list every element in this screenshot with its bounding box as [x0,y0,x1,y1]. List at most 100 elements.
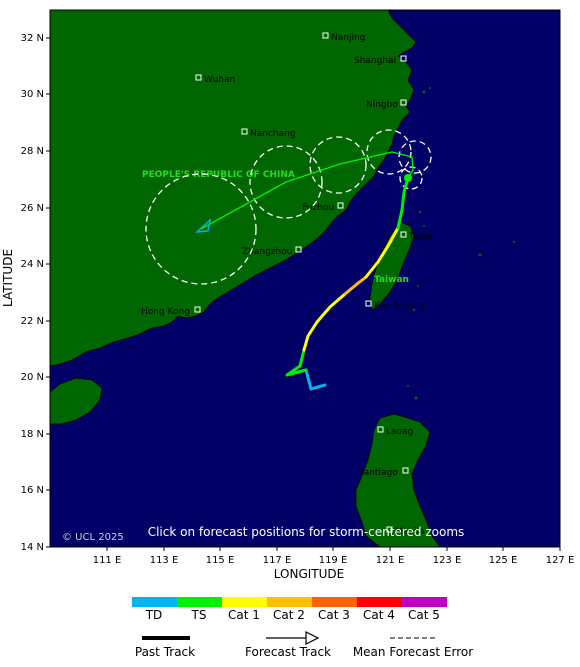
past-track-ts-segment [285,348,308,377]
city-marker [195,74,202,81]
city-label-santiago: Santiago [358,468,398,478]
legend-forecast-track: Forecast Track [245,645,331,659]
city-marker [377,426,384,433]
city-label-taipei: Taipei [408,232,435,242]
city-markers: Nanjing Shanghai Wuhan Ningbo Nanchang F… [141,32,435,537]
x-tick-label: 119 E [319,555,348,566]
city-label-kao-hsiung: Kao-hsiung [374,301,424,311]
small-island [429,87,431,89]
forecast-error-circle [309,136,367,194]
x-tick-label: 111 E [93,555,122,566]
legend-label-cat1: Cat 1 [228,608,260,622]
past-track [285,176,410,391]
forecast-arrow-icon [305,631,320,645]
x-tick-label: 115 E [206,555,235,566]
city-label-zhangzhou: Zhangzhou [242,247,292,257]
y-tick-label: 18 N [21,429,44,440]
y-tick-label: 28 N [21,146,44,157]
country-label-taiwan: Taiwan [374,275,409,285]
forecast-error-circle [249,145,323,219]
city-marker [400,231,407,238]
city-label-fuzhou: Fuzhou [302,203,334,213]
small-island [412,308,416,312]
y-tick-label: 22 N [21,316,44,327]
legend-swatch-cat2 [267,597,312,607]
legend-label-td: TD [145,608,163,622]
country-label-china: PEOPLE'S REPUBLIC OF CHINA [142,170,295,180]
city-label-ningbo: Ningbo [366,100,398,110]
y-tick-label: 32 N [21,33,44,44]
legend-label-cat2: Cat 2 [273,608,305,622]
legend-mean-error: Mean Forecast Error [353,645,473,659]
small-island [422,90,426,94]
legend-label-cat3: Cat 3 [318,608,350,622]
forecast-error-circle [398,140,432,174]
city-label-hong-kong: Hong Kong [141,307,190,317]
legend-label-cat4: Cat 4 [363,608,395,622]
x-axis: 111 E 113 E 115 E 117 E 119 E 121 E 123 … [93,547,575,566]
city-marker [322,32,329,39]
city-marker [194,306,201,313]
forecast-point[interactable] [334,161,342,169]
city-label-laoag: Laoag [386,427,413,437]
past-track-td-segment [304,368,327,391]
city-marker [400,99,407,106]
city-marker [386,526,393,533]
x-tick-label: 117 E [263,555,292,566]
city-label-nanjing: Nanjing [331,33,365,43]
legend-swatch-ts [177,597,222,607]
forecast-error-circle [145,173,257,285]
small-island [407,385,409,387]
past-track-cat1-segment [302,292,347,352]
legend-label-cat5: Cat 5 [408,608,440,622]
x-tick-label: 125 E [489,555,518,566]
map-frame [49,9,561,548]
legend-label-ts: TS [191,608,207,622]
city-marker [400,55,407,62]
city-marker [337,202,344,209]
city-marker [241,128,248,135]
forecast-point[interactable] [385,148,393,156]
past-track-cat2-segment [343,275,368,296]
city-label-shanghai: Shanghai [354,56,396,66]
forecast-error-circle [399,166,423,190]
legend-swatch-cat1 [222,597,267,607]
legend-swatch-cat3 [312,597,357,607]
forecast-end-arrow [195,218,212,233]
y-tick-label: 20 N [21,372,44,383]
intensity-legend: TD TS Cat 1 Cat 2 Cat 3 Cat 4 Cat 5 [132,597,447,622]
small-island [414,396,418,400]
small-island [417,285,419,287]
forecast-track-line [200,151,414,230]
city-label-manila: Manila [395,527,425,537]
city-marker [295,246,302,253]
small-island [478,253,482,257]
y-tick-label: 30 N [21,89,44,100]
forecast-point[interactable] [411,153,419,161]
copyright-label: © UCL 2025 [62,532,124,543]
y-axis: 32 N 30 N 28 N 26 N 24 N 22 N 20 N 18 N … [21,33,50,553]
city-marker [402,467,409,474]
city-label-nanchang: Nanchang [250,129,296,139]
forecast-error-circles [145,129,432,285]
x-tick-label: 127 E [546,555,575,566]
y-tick-label: 26 N [21,203,44,214]
small-island [512,240,516,244]
small-island [418,210,422,214]
track-legend: Past Track Forecast Track Mean Forecast … [135,631,473,659]
y-tick-label: 16 N [21,485,44,496]
forecast-point[interactable] [282,178,290,186]
past-track-ts-segment [396,176,410,230]
x-axis-title: LONGITUDE [274,567,344,581]
forecast-error-circle [366,129,412,175]
x-tick-label: 121 E [376,555,405,566]
y-tick-label: 14 N [21,542,44,553]
small-island [423,225,425,227]
mainland-china-land [50,10,417,367]
click-instruction: Click on forecast positions for storm-ce… [148,525,465,539]
y-axis-title: LATITUDE [1,249,15,307]
legend-swatch-cat4 [357,597,402,607]
city-marker [365,300,372,307]
forecast-track [200,151,414,230]
